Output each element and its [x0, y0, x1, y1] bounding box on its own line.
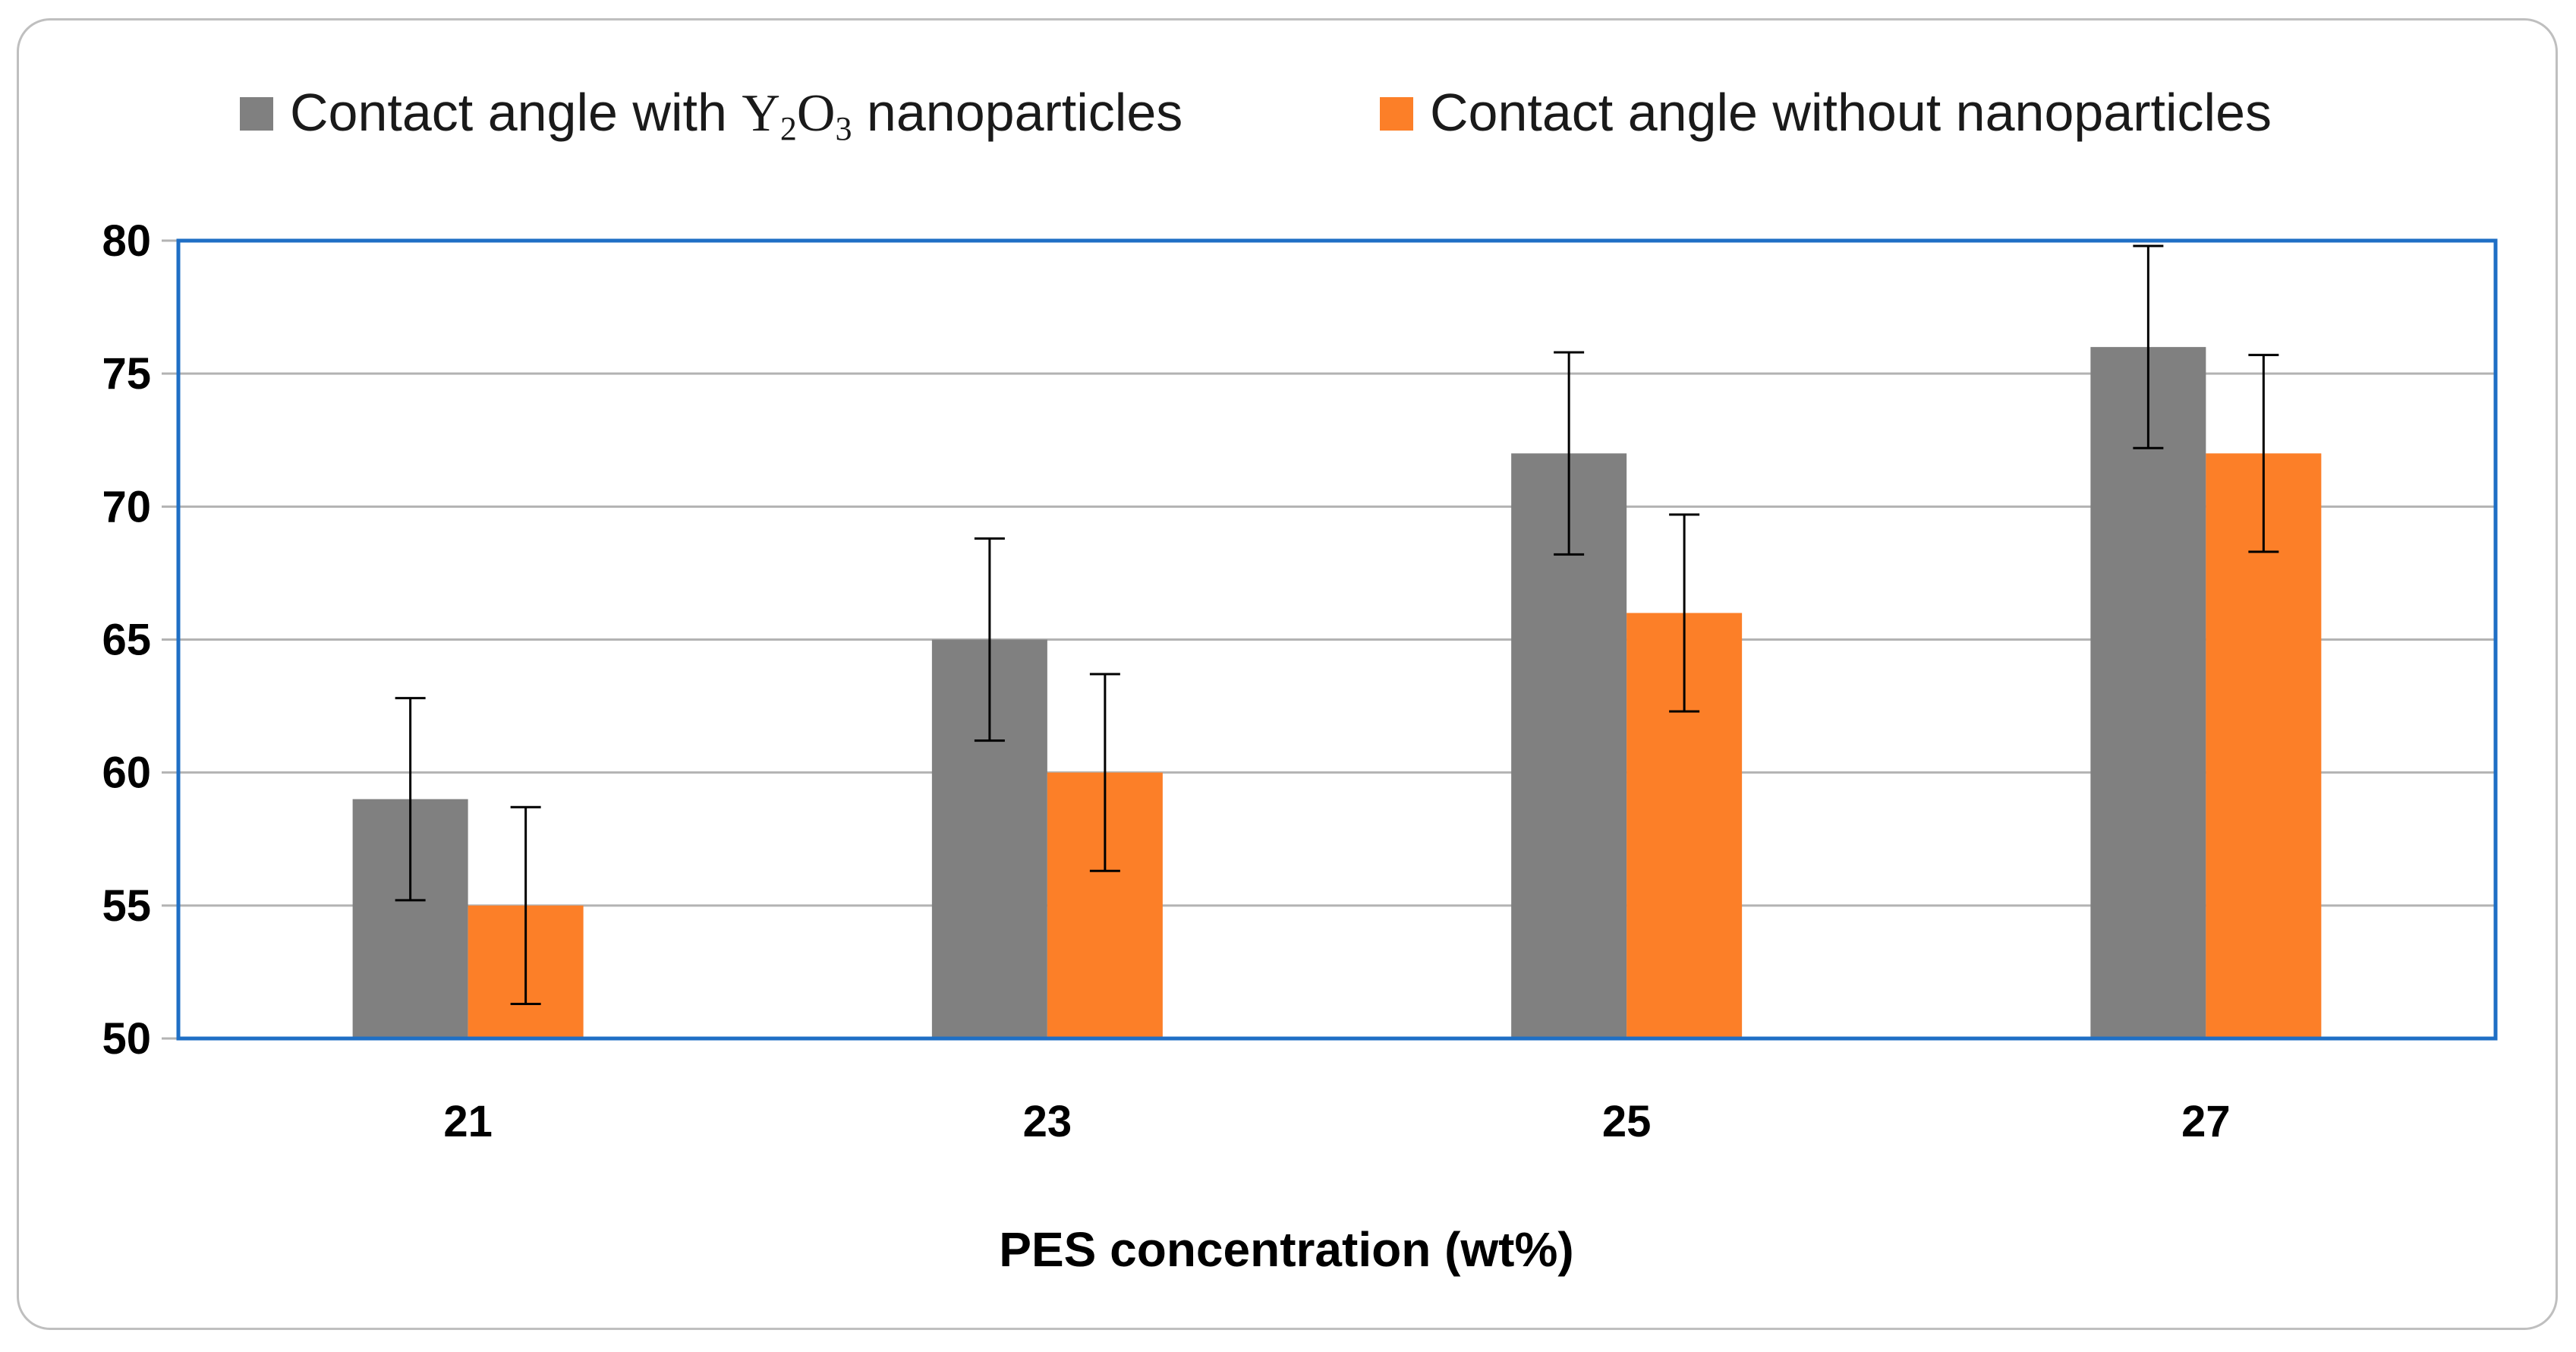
bar-with-y2o3-27: [2090, 347, 2206, 1039]
x-tick-label: 21: [443, 1097, 493, 1146]
y-tick-label: 65: [102, 616, 151, 665]
legend-swatch-without: [1380, 97, 1413, 131]
bars: [352, 347, 2322, 1039]
legend-label-without: Contact angle without nanoparticles: [1430, 83, 2272, 142]
error-bar-without-27: [2248, 354, 2279, 553]
x-tick-label: 25: [1602, 1097, 1652, 1146]
y-tick-label: 80: [102, 216, 151, 266]
y-tick-label: 75: [102, 349, 151, 399]
y-tick-label: 60: [102, 748, 151, 798]
plot-area-border: [176, 238, 2498, 1041]
error-bar-with-y2o3-25: [1554, 351, 1585, 556]
error-bar-without-23: [1089, 673, 1120, 872]
error-bars: [395, 244, 2279, 1005]
x-tick-label: 27: [2181, 1097, 2231, 1146]
error-bar-with-y2o3-27: [2133, 244, 2164, 449]
error-bar-without-21: [510, 805, 541, 1005]
legend: Contact angle with Y2O3 nanoparticles Co…: [240, 83, 2272, 147]
x-axis-title: PES concentration (wt%): [999, 1222, 1573, 1277]
legend-label-with-y2o3: Contact angle with Y2O3 nanoparticles: [290, 83, 1183, 147]
error-bar-with-y2o3-23: [974, 537, 1005, 742]
legend-swatch-with-y2o3: [240, 97, 273, 131]
error-bar-with-y2o3-21: [395, 697, 426, 902]
y-axis-ticks: 50 55 60 65 70 75 80: [102, 216, 178, 1064]
y-tick-label: 55: [102, 881, 151, 931]
y-tick-label: 70: [102, 482, 151, 531]
x-axis-ticks: 21 23 25 27: [443, 1097, 2230, 1146]
error-bar-without-25: [1669, 513, 1700, 713]
x-tick-label: 23: [1023, 1097, 1072, 1146]
y-tick-label: 50: [102, 1014, 151, 1064]
